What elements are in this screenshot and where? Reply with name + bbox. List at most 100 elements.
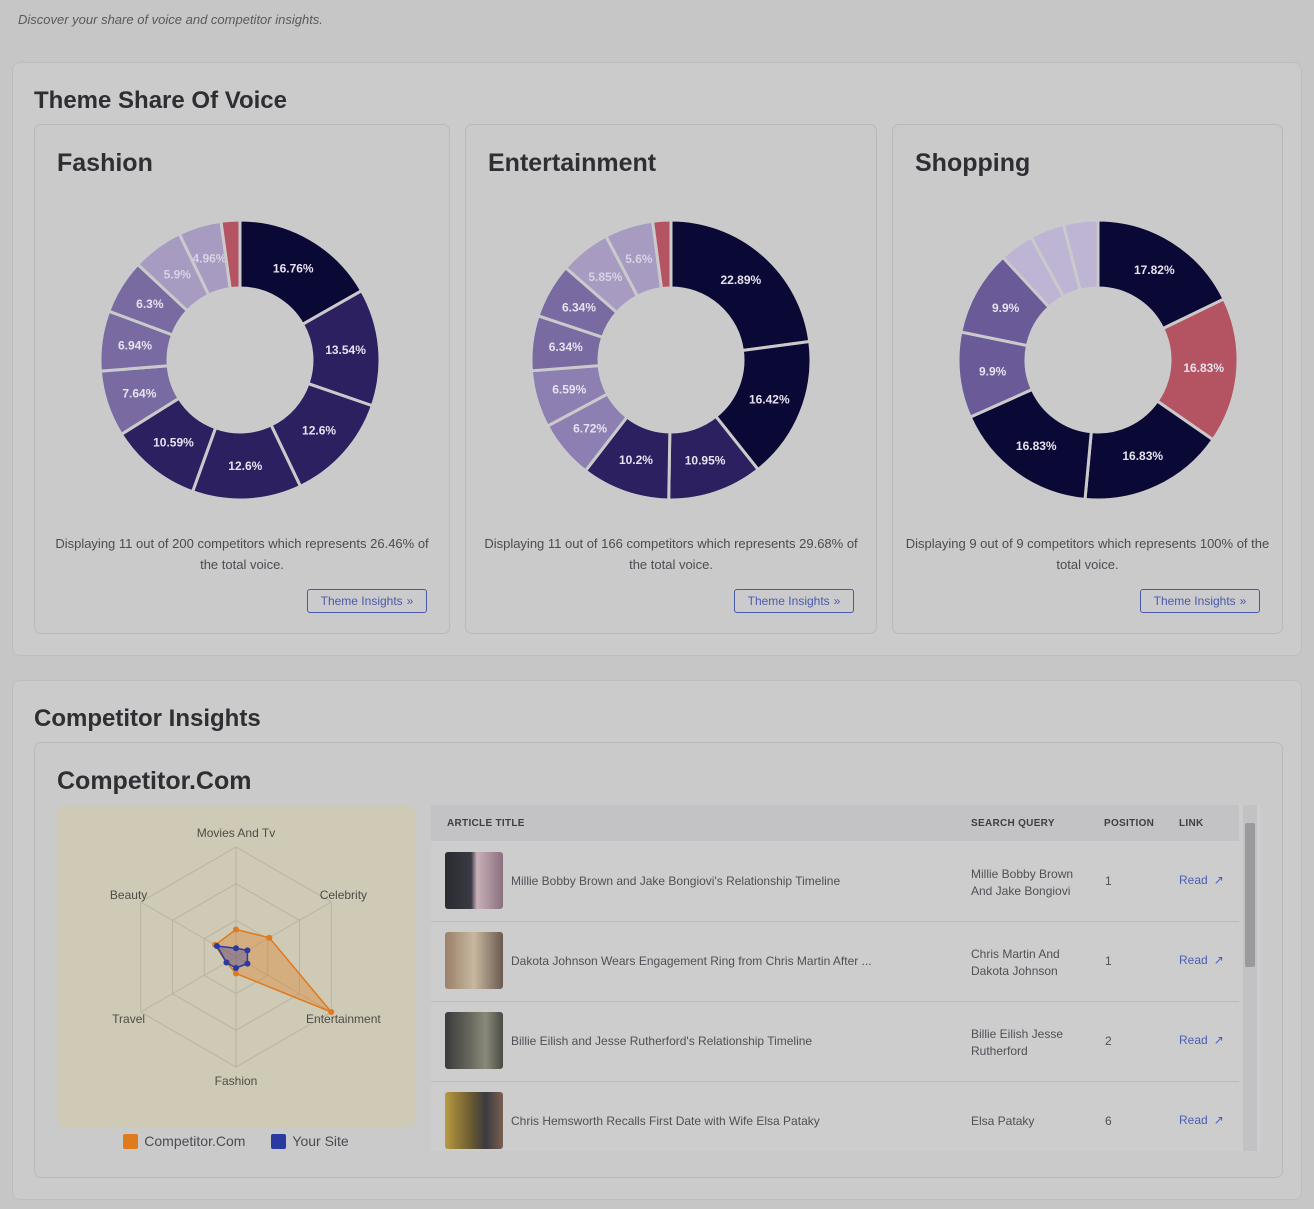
slice-label: 10.2% xyxy=(619,453,653,467)
slice-label: 12.6% xyxy=(228,459,262,473)
donut-slice[interactable] xyxy=(669,218,812,353)
theme-insights-button[interactable]: Theme Insights » xyxy=(307,589,427,613)
read-link[interactable]: Read ↗ xyxy=(1179,953,1224,967)
legend-label: Your Site xyxy=(292,1133,349,1149)
donut-slice[interactable] xyxy=(968,387,1093,502)
donut-slice[interactable] xyxy=(1155,296,1240,442)
column-header-title: ARTICLE TITLE xyxy=(447,818,525,829)
legend-label: Competitor.Com xyxy=(144,1133,246,1149)
slice-label: 6.34% xyxy=(549,340,583,354)
card-title: Entertainment xyxy=(488,149,657,177)
slice-label: 16.83% xyxy=(1122,449,1163,463)
radar-panel: Movies And Tv Celebrity Entertainment Fashi… xyxy=(57,805,415,1127)
button-label: Theme Insights xyxy=(320,594,403,608)
slice-label: 16.76% xyxy=(273,261,314,275)
radar-series-area xyxy=(214,928,332,1013)
radar-point[interactable] xyxy=(328,1009,335,1015)
legend-swatch xyxy=(271,1133,287,1149)
slice-label: 5.85% xyxy=(588,270,622,284)
table-row: Chris Hemsworth Recalls First Date with … xyxy=(431,1082,1239,1151)
legend-item-competitor[interactable]: Competitor.Com xyxy=(123,1133,245,1149)
article-thumbnail xyxy=(445,852,503,909)
slice-label: 16.42% xyxy=(749,393,790,407)
slice-label: 6.72% xyxy=(573,421,607,435)
search-query: Chris Martin And Dakota Johnson xyxy=(971,947,1060,978)
radar-legend: Competitor.Com Your Site xyxy=(57,1133,415,1149)
radar-point[interactable] xyxy=(223,959,230,966)
slice-label: 9.9% xyxy=(979,365,1007,379)
section-title: Competitor Insights xyxy=(34,705,261,732)
slice-label: 17.82% xyxy=(1134,263,1175,277)
article-thumbnail xyxy=(445,1092,503,1149)
competitor-insights-section: Competitor Insights Competitor.Com Movie… xyxy=(12,680,1302,1200)
theme-insights-button[interactable]: Theme Insights » xyxy=(1140,589,1260,613)
table-row: Dakota Johnson Wears Engagement Ring fro… xyxy=(431,922,1239,1002)
radar-axis-label: Beauty xyxy=(110,888,147,902)
slice-label: 4.96% xyxy=(192,251,226,265)
slice-label: 12.6% xyxy=(302,424,336,438)
page-subtitle: Discover your share of voice and competi… xyxy=(18,12,323,27)
read-label: Read xyxy=(1179,953,1208,967)
radar-axis-line xyxy=(235,956,332,1013)
article-thumbnail xyxy=(445,932,503,989)
slice-label: 9.9% xyxy=(992,301,1020,315)
donut-slice[interactable] xyxy=(1083,398,1216,502)
search-query: Elsa Pataky xyxy=(971,1114,1035,1128)
read-link[interactable]: Read ↗ xyxy=(1179,873,1224,887)
donut-slice[interactable] xyxy=(650,218,673,291)
donut-slice[interactable] xyxy=(1061,218,1100,293)
scrollbar-thumb[interactable] xyxy=(1245,823,1255,967)
radar-axis-line xyxy=(140,901,237,958)
article-title: Dakota Johnson Wears Engagement Ring fro… xyxy=(511,954,872,968)
read-label: Read xyxy=(1179,1033,1208,1047)
external-link-icon: ↗ xyxy=(1213,1113,1224,1127)
theme-insights-button[interactable]: Theme Insights » xyxy=(734,589,854,613)
slice-label: 16.83% xyxy=(1183,361,1224,375)
radar-point[interactable] xyxy=(233,970,239,977)
radar-point[interactable] xyxy=(233,965,239,971)
theme-share-section: Theme Share Of Voice Fashion 16.76% 13.54… xyxy=(12,62,1302,656)
slice-label: 6.34% xyxy=(562,300,596,314)
slice-label: 6.3% xyxy=(136,297,164,311)
column-header-link: LINK xyxy=(1179,818,1204,829)
donut-slice[interactable] xyxy=(219,218,242,291)
position-value: 6 xyxy=(1105,1114,1112,1128)
radar-point[interactable] xyxy=(244,947,251,954)
column-header-query: SEARCH QUERY xyxy=(971,818,1055,829)
radar-axis-label: Celebrity xyxy=(320,888,367,902)
slice-label: 22.89% xyxy=(720,273,761,287)
read-link[interactable]: Read ↗ xyxy=(1179,1113,1224,1127)
card-title: Competitor.Com xyxy=(57,767,252,795)
button-label: Theme Insights xyxy=(747,594,830,608)
radar-axis-label: Travel xyxy=(112,1012,145,1026)
radar-point[interactable] xyxy=(266,934,273,941)
table-scrollbar[interactable] xyxy=(1243,805,1257,1151)
article-title: Chris Hemsworth Recalls First Date with … xyxy=(511,1114,820,1128)
articles-table: ARTICLE TITLE SEARCH QUERY POSITION LINK… xyxy=(431,805,1261,1151)
radar-point[interactable] xyxy=(213,943,220,949)
radar-series-area xyxy=(215,945,249,969)
external-link-icon: ↗ xyxy=(1213,873,1224,887)
slice-label: 10.59% xyxy=(153,436,194,450)
radar-point[interactable] xyxy=(233,926,239,933)
slice-label: 5.6% xyxy=(625,252,653,266)
button-label: Theme Insights xyxy=(1153,594,1236,608)
radar-axis-label: Movies And Tv xyxy=(197,826,275,840)
search-query: Millie Bobby Brown And Jake Bongiovi xyxy=(971,867,1074,898)
card-title: Fashion xyxy=(57,149,153,177)
fashion-card: Fashion 16.76% 13.54% 12.6% 12.6% 10.59% 7.64… xyxy=(34,124,450,634)
radar-axis-label: Fashion xyxy=(215,1074,258,1088)
legend-item-your-site[interactable]: Your Site xyxy=(271,1133,349,1149)
column-header-position: POSITION xyxy=(1104,818,1155,829)
read-link[interactable]: Read ↗ xyxy=(1179,1033,1224,1047)
slice-label: 13.54% xyxy=(325,343,366,357)
external-link-icon: ↗ xyxy=(1213,953,1224,967)
table-header: ARTICLE TITLE SEARCH QUERY POSITION LINK xyxy=(431,805,1239,841)
radar-point[interactable] xyxy=(244,960,251,967)
double-chevron-right-icon: » xyxy=(833,594,841,608)
table-row: Millie Bobby Brown and Jake Bongiovi's R… xyxy=(431,842,1239,922)
slice-label: 6.94% xyxy=(118,338,152,352)
radar-point[interactable] xyxy=(233,945,239,952)
donut-summary: Displaying 11 out of 200 competitors whi… xyxy=(55,536,429,572)
radar-chart: Movies And Tv Celebrity Entertainment Fashi… xyxy=(110,826,381,1088)
